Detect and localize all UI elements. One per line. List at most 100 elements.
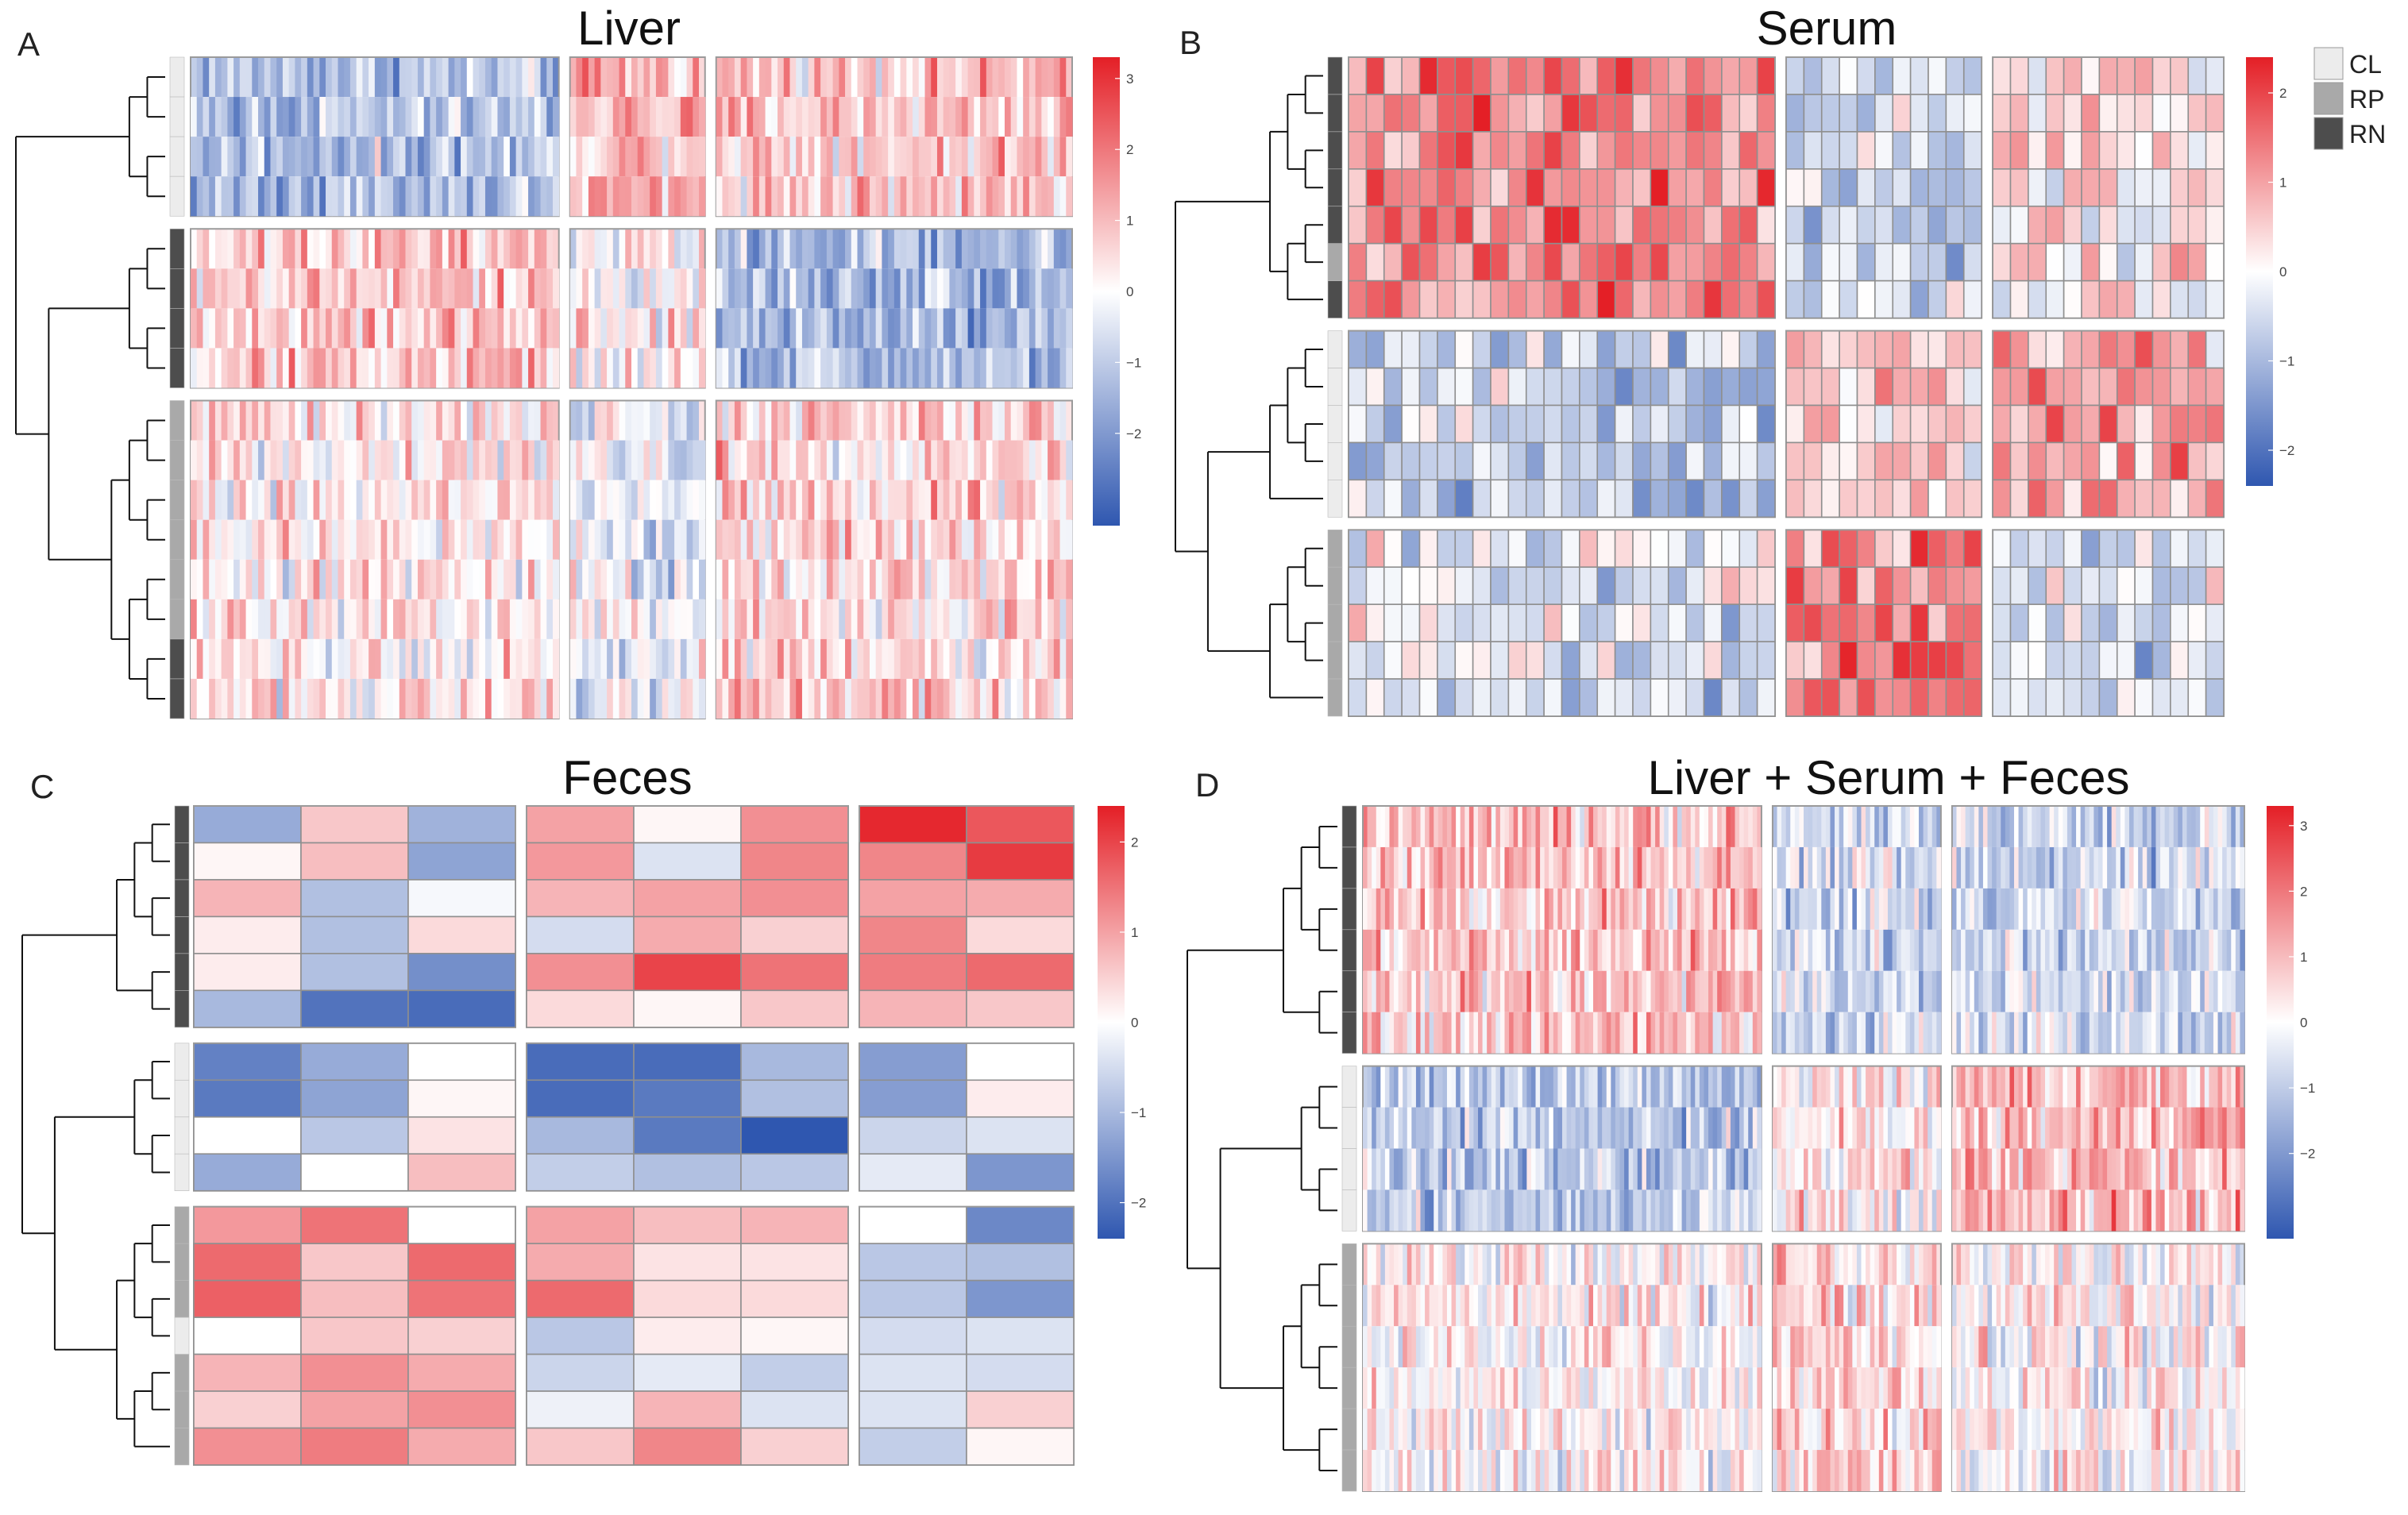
heatmap-cell — [1808, 846, 1813, 889]
annotation-cell — [1341, 1012, 1357, 1054]
heatmap-cell — [875, 97, 883, 137]
heatmap-cell — [643, 480, 650, 520]
heatmap-cell — [270, 97, 277, 137]
heatmap-cell — [1668, 1066, 1674, 1108]
heatmap-cell — [338, 559, 345, 599]
heatmap-cell — [2028, 168, 2047, 207]
heatmap-cell — [851, 599, 859, 639]
heatmap-cell — [1048, 57, 1055, 98]
heatmap-cell — [1415, 970, 1422, 1012]
heatmap-cell — [239, 97, 247, 137]
heatmap-cell — [1418, 367, 1438, 407]
heatmap-cell — [607, 97, 614, 137]
heatmap-cell — [924, 97, 932, 137]
heatmap-cell — [1659, 846, 1665, 889]
heatmap-cell — [588, 348, 596, 388]
heatmap-cell — [1403, 846, 1408, 889]
heatmap-cell — [1451, 1066, 1457, 1108]
heatmap-cell — [473, 57, 480, 98]
heatmap-cell — [399, 559, 407, 599]
heatmap-cell — [1637, 846, 1642, 889]
heatmap-cell — [1553, 888, 1559, 930]
heatmap-cell — [1699, 1107, 1705, 1149]
heatmap-cell — [417, 678, 425, 719]
heatmap-cell — [1777, 846, 1782, 889]
heatmap-cell — [734, 137, 742, 177]
heatmap-cell — [845, 97, 852, 137]
heatmap-cell — [407, 1079, 516, 1118]
heatmap-cell — [344, 480, 351, 520]
heatmap-cell — [2009, 1107, 2015, 1149]
heatmap-cell — [1442, 970, 1448, 1012]
heatmap-cell — [1996, 806, 2001, 847]
heatmap-cell — [1632, 205, 1652, 245]
heatmap-cell — [625, 97, 632, 137]
heatmap-cell — [436, 97, 443, 137]
heatmap-cell — [569, 229, 577, 269]
heatmap-cell — [1460, 929, 1465, 971]
heatmap-cell — [2151, 603, 2171, 642]
heatmap-cell — [808, 97, 815, 137]
heatmap-cell — [461, 638, 468, 679]
heatmap-cell — [1874, 970, 1880, 1012]
heatmap-cell — [1808, 1066, 1813, 1108]
heatmap-cell — [1525, 566, 1545, 605]
heatmap-cell — [288, 480, 295, 520]
heatmap-cell — [747, 176, 754, 217]
heatmap-cell — [594, 599, 601, 639]
heatmap-cell — [1048, 229, 1055, 269]
heatmap-cell — [1897, 970, 1902, 1012]
heatmap-cell — [2063, 529, 2082, 569]
heatmap-cell — [1914, 888, 1920, 930]
heatmap-cell — [2013, 929, 2020, 971]
heatmap-cell — [1543, 529, 1563, 569]
heatmap-cell — [2235, 929, 2241, 971]
heatmap-cell — [1571, 1107, 1576, 1149]
heatmap-cell — [2081, 566, 2101, 605]
heatmap-cell — [1437, 970, 1443, 1012]
heatmap-cell — [845, 480, 852, 520]
heatmap-cell — [2005, 1012, 2011, 1054]
heatmap-cell — [344, 440, 351, 480]
heatmap-cell — [747, 678, 754, 719]
heatmap-cell — [906, 400, 913, 441]
heatmap-cell — [650, 308, 657, 349]
heatmap-cell — [1472, 279, 1491, 319]
heatmap-cell — [789, 348, 797, 388]
heatmap-cell — [1614, 641, 1634, 680]
heatmap-cell — [967, 176, 974, 217]
heatmap-cell — [1804, 1012, 1809, 1054]
heatmap-cell — [2036, 929, 2042, 971]
heatmap-cell — [1495, 888, 1501, 930]
heatmap-cell — [893, 229, 901, 269]
heatmap-cell — [1048, 638, 1055, 679]
heatmap-cell — [1928, 641, 1947, 680]
heatmap-cell — [650, 440, 657, 480]
heatmap-cell — [643, 57, 650, 98]
heatmap-cell — [740, 57, 747, 98]
heatmap-cell — [728, 400, 735, 441]
heatmap-cell — [826, 97, 834, 137]
heatmap-cell — [1066, 678, 1073, 719]
heatmap-cell — [699, 57, 706, 98]
heatmap-cell — [1487, 1012, 1492, 1054]
heatmap-cell — [509, 268, 517, 309]
heatmap-cell — [2151, 242, 2171, 282]
heatmap-cell — [221, 97, 228, 137]
heatmap-cell — [2231, 929, 2236, 971]
heatmap-cell — [913, 176, 920, 217]
heatmap-cell — [582, 137, 589, 177]
heatmap-cell — [1936, 1107, 1942, 1149]
heatmap-cell — [913, 229, 920, 269]
heatmap-cell — [716, 97, 724, 137]
heatmap-cell — [839, 519, 846, 560]
heatmap-cell — [1398, 970, 1403, 1012]
heatmap-cell — [258, 678, 265, 719]
heatmap-cell — [203, 176, 210, 217]
heatmap-cell — [193, 1205, 302, 1244]
heatmap-cell — [1856, 566, 1876, 605]
heatmap-cell — [1472, 566, 1491, 605]
heatmap-cell — [344, 400, 351, 441]
heatmap-cell — [1472, 404, 1491, 444]
heatmap-cell — [1473, 1012, 1479, 1054]
